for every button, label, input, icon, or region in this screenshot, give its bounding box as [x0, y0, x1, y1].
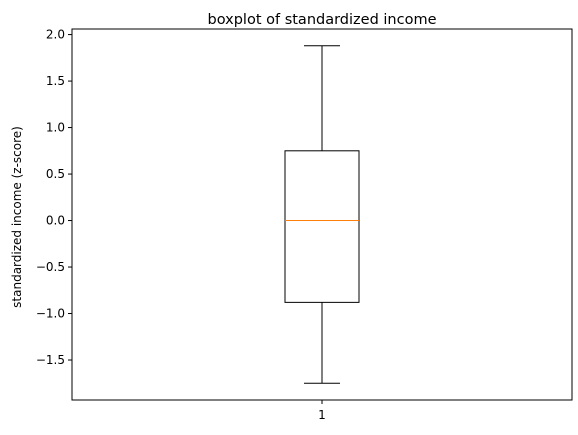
y-axis-label: standardized income (z-score) [10, 126, 24, 308]
y-tick-label: 1.0 [46, 121, 65, 135]
chart-title: boxplot of standardized income [208, 12, 437, 28]
y-tick-label: −0.5 [36, 260, 65, 274]
y-tick-label: 0.0 [46, 214, 65, 228]
x-tick-label: 1 [318, 408, 326, 422]
y-tick-label: 2.0 [46, 28, 65, 42]
y-tick-label: −1.5 [36, 353, 65, 367]
plot-frame [71, 28, 573, 401]
y-ticks: −1.5 −1.0 −0.5 0.0 0.5 1.0 1.5 2.0 [36, 28, 72, 367]
box-iqr [284, 150, 360, 303]
y-tick-label: 1.5 [46, 74, 65, 88]
y-tick-label: −1.0 [36, 307, 65, 321]
x-ticks: 1 [318, 400, 326, 422]
box-series [284, 45, 360, 384]
y-tick-label: 0.5 [46, 167, 65, 181]
